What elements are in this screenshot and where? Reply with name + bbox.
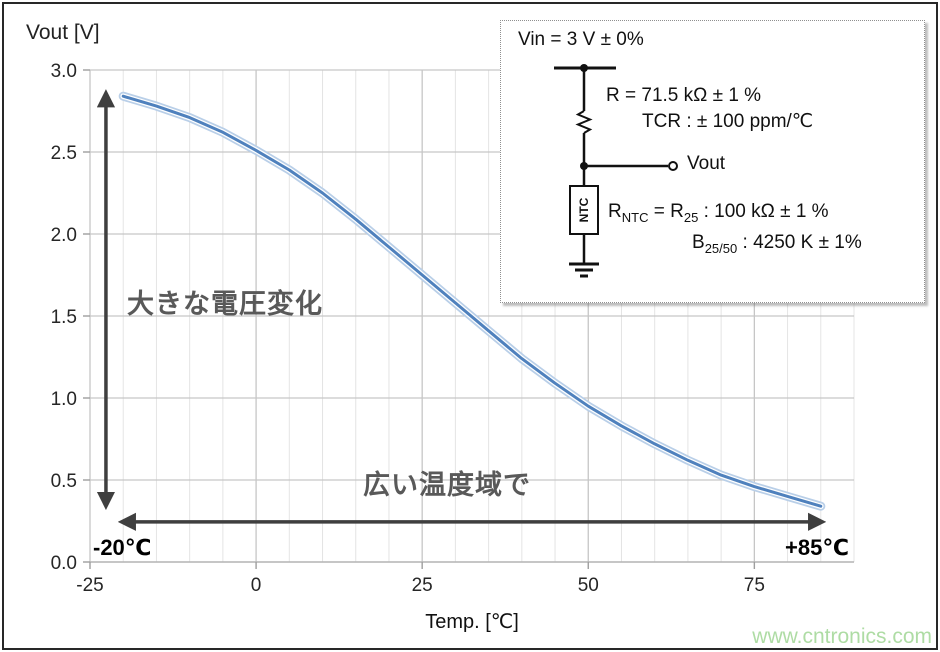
x-tick-label: 0 <box>251 575 262 596</box>
x-tick-label: -25 <box>76 575 103 596</box>
annotation-temp-min: -20℃ <box>93 535 152 560</box>
y-tick-label: 3.0 <box>51 61 77 82</box>
series-line <box>121 94 823 508</box>
axis-tick-labels: -25 0 25 50 75 3.0 2.5 2.0 1.5 1.0 0.5 0.0 <box>51 61 765 596</box>
x-axis-title: Temp. [℃] <box>425 611 519 633</box>
range-arrows <box>96 89 827 531</box>
tcr-spec: TCR : ± 100 ppm/℃ <box>642 111 814 132</box>
vin-spec: Vin = 3 V ± 0% <box>518 29 644 50</box>
axis-ticks <box>83 69 756 569</box>
circuit-inset-box: NTC Vin = 3 V ± 0% R = 71.5 kΩ ± 1 % TCR… <box>500 20 925 303</box>
watermark: www.cntronics.com <box>752 625 932 648</box>
y-tick-label: 2.0 <box>51 225 77 246</box>
y-tick-label: 2.5 <box>51 143 77 164</box>
ntc-resistance-spec: RNTC = R25 : 100 kΩ ± 1 % <box>608 201 829 225</box>
x-tick-label: 50 <box>578 575 599 596</box>
y-axis-title: Vout [V] <box>26 21 100 44</box>
x-tick-label: 25 <box>412 575 433 596</box>
x-tick-label: 75 <box>744 575 765 596</box>
annotation-temp-max: +85℃ <box>785 535 849 560</box>
annotation-temp-range: 広い温度域で <box>363 470 531 500</box>
b-constant-spec: B25/50 : 4250 K ± 1% <box>692 232 862 256</box>
y-tick-label: 0.5 <box>51 471 77 492</box>
ntc-box-label: NTC <box>577 197 591 222</box>
y-tick-label: 0.0 <box>51 553 77 574</box>
vout-curve <box>118 91 826 511</box>
ntc-box <box>569 185 599 235</box>
vout-label: Vout <box>687 153 726 174</box>
vout-terminal-circle <box>668 161 678 171</box>
y-tick-label: 1.5 <box>51 307 77 328</box>
y-tick-label: 1.0 <box>51 389 77 410</box>
resistor-spec: R = 71.5 kΩ ± 1 % <box>606 85 762 106</box>
circuit-diagram: NTC <box>554 64 678 278</box>
resistor-symbol <box>575 110 593 134</box>
annotation-voltage-change: 大きな電圧変化 <box>127 289 323 319</box>
